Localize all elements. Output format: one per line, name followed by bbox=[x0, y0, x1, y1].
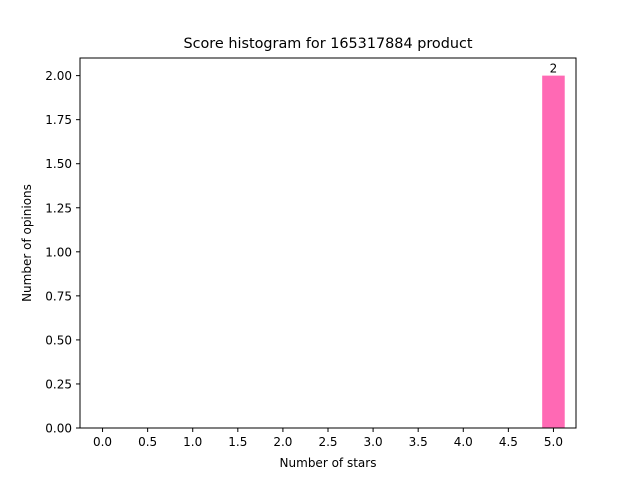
bars-layer bbox=[542, 75, 565, 428]
y-tick-label: 0.75 bbox=[45, 289, 72, 303]
x-tick-label: 4.5 bbox=[499, 435, 518, 449]
y-tick-label: 1.25 bbox=[45, 201, 72, 215]
histogram-bar bbox=[542, 75, 565, 428]
y-tick-label: 1.75 bbox=[45, 113, 72, 127]
x-tick-label: 3.0 bbox=[364, 435, 383, 449]
x-tick-label: 0.5 bbox=[138, 435, 157, 449]
x-tick-label: 2.5 bbox=[318, 435, 337, 449]
y-tick-label: 0.00 bbox=[45, 422, 72, 436]
x-tick-label: 1.0 bbox=[183, 435, 202, 449]
x-tick-label: 2.0 bbox=[273, 435, 292, 449]
x-axis-ticks: 0.0 0.5 1.0 1.5 2.0 2.5 3.0 3.5 4.0 4.5 5.0 bbox=[93, 428, 563, 449]
chart-title: Score histogram for 165317884 product bbox=[183, 36, 472, 52]
y-tick-label: 2.00 bbox=[45, 69, 72, 83]
bar-value-label: 2 bbox=[550, 62, 558, 76]
y-tick-label: 0.50 bbox=[45, 333, 72, 347]
x-axis-label: Number of stars bbox=[280, 456, 377, 470]
x-tick-label: 3.5 bbox=[409, 435, 428, 449]
x-tick-label: 5.0 bbox=[544, 435, 563, 449]
x-tick-label: 4.0 bbox=[454, 435, 473, 449]
x-tick-label: 0.0 bbox=[93, 435, 112, 449]
y-tick-label: 0.25 bbox=[45, 377, 72, 391]
y-axis-ticks: 0.00 0.25 0.50 0.75 1.00 1.25 1.50 1.75 2.00 bbox=[45, 69, 80, 436]
y-tick-label: 1.50 bbox=[45, 157, 72, 171]
bar-labels-layer: 2 bbox=[550, 62, 558, 76]
y-tick-label: 1.00 bbox=[45, 245, 72, 259]
y-axis-label: Number of opinions bbox=[20, 184, 34, 302]
x-tick-label: 1.5 bbox=[228, 435, 247, 449]
